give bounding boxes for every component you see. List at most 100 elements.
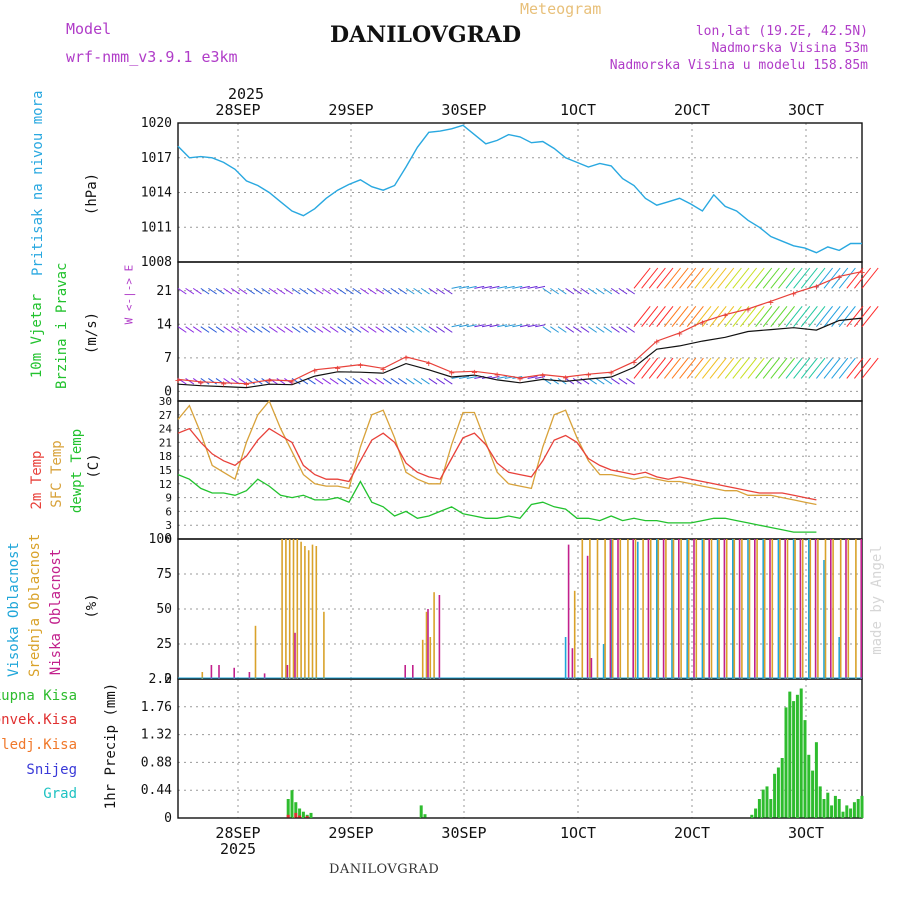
temperature-ytick-label-2: 6 — [165, 505, 172, 518]
wind-barb — [527, 324, 538, 328]
wind-barb — [633, 357, 651, 379]
wind-gust-mark: + — [768, 297, 774, 308]
wind-barb — [185, 326, 195, 333]
wind-barb — [337, 378, 347, 385]
wind-barb — [778, 305, 795, 328]
precipitation-ytick-label-2: 0.88 — [141, 755, 172, 770]
precip-rain-bar — [423, 814, 427, 818]
wind-barb — [329, 326, 339, 333]
wind-barb — [253, 326, 263, 333]
wind-barb — [603, 378, 613, 385]
wind-barb — [200, 378, 210, 385]
wind-barb — [208, 287, 217, 295]
wind-barb — [382, 378, 392, 385]
wind-barb — [785, 305, 803, 328]
wind-barb — [420, 378, 430, 385]
precip-rain-bar — [814, 742, 818, 818]
precip-rain-bar — [799, 688, 803, 818]
wind-gust-line — [177, 271, 863, 385]
wind-barb — [428, 378, 438, 385]
wind-barb — [633, 305, 651, 328]
wind-barb — [390, 378, 400, 385]
precip-convective-bar — [305, 816, 309, 818]
precip-legend-snow: Snijeg — [26, 762, 77, 778]
precip-legend-freezing: Zaledj.Kisa — [0, 737, 77, 753]
wind-barb — [261, 378, 271, 385]
wind-barb — [702, 305, 719, 328]
wind-barb — [192, 326, 202, 333]
temperature-ytick-label-10: 30 — [159, 395, 172, 408]
wind-barb — [633, 267, 651, 289]
altitude-text: Nadmorska Visina 53m — [711, 41, 868, 56]
wind-gust-mark: + — [631, 358, 637, 369]
wind-gust-mark: + — [677, 329, 683, 340]
model-label: Model — [66, 20, 112, 38]
wind-barb — [800, 305, 818, 328]
wind-barb — [497, 324, 508, 328]
wind-barb — [800, 357, 818, 379]
wind-barb — [816, 305, 833, 328]
bottom-date-label-5: 3OCT — [788, 824, 824, 842]
pressure-ytick-label-0: 1008 — [141, 255, 172, 270]
precipitation-ytick-label-3: 1.32 — [141, 728, 172, 743]
wind-barb — [527, 376, 538, 379]
wind-barb — [436, 378, 445, 385]
precip-rain-bar — [309, 812, 313, 818]
wind-barb — [322, 287, 331, 295]
wind-barb — [838, 305, 856, 328]
precip-legend-rain: Ukupna Kisa — [0, 688, 77, 704]
wind-barb — [291, 326, 301, 333]
temperature-ytick-label-6: 18 — [159, 450, 172, 463]
precip-rain-bar — [788, 691, 792, 818]
wind-barb — [261, 326, 271, 333]
wind-barb — [755, 357, 773, 379]
top-date-label-5: 3OCT — [788, 101, 824, 119]
wind-ytick-label-2: 14 — [156, 317, 172, 332]
wind-barb — [344, 326, 354, 333]
wind-barb — [603, 326, 613, 333]
wind-barb — [261, 287, 271, 295]
wind-barb — [762, 357, 780, 379]
wind-barb — [854, 305, 871, 328]
precipitation-ytick-label-4: 1.76 — [141, 700, 172, 715]
bottom-date-label-1: 29SEP — [328, 824, 373, 842]
wind-barb — [268, 287, 278, 295]
wind-barb — [352, 378, 362, 385]
wind-barb — [306, 326, 316, 333]
temperature-ytick-label-1: 3 — [165, 519, 172, 532]
wind-gust-mark: + — [813, 282, 819, 293]
wind-barb — [481, 285, 492, 289]
wind-barb — [671, 305, 689, 328]
temp-2m-line — [177, 427, 817, 501]
wind-barb — [329, 378, 339, 385]
wind-barb — [702, 357, 719, 379]
wind-barb — [770, 357, 788, 379]
wind-barb — [535, 324, 546, 328]
wind-barb — [238, 326, 248, 333]
sfc-temp-line — [177, 399, 817, 506]
wind-barb — [443, 326, 453, 333]
precip-rain-bar — [784, 707, 788, 818]
wind-barb — [740, 305, 757, 328]
wind-barb — [443, 287, 453, 295]
precip-rain-bar — [811, 770, 815, 818]
wind-barb — [398, 287, 407, 295]
wind-gust-mark: + — [243, 380, 249, 391]
wind-barb — [793, 305, 811, 328]
wind-barb — [200, 326, 210, 333]
wind-barb — [428, 326, 438, 333]
bottom-date-label-0: 28SEP — [215, 824, 260, 842]
wind-barb — [291, 287, 301, 295]
wind-barb — [747, 305, 765, 328]
wind-gust-mark: + — [266, 376, 272, 387]
wind-barb — [823, 305, 841, 328]
wind-barb — [588, 287, 597, 295]
temperature-ytick-label-5: 15 — [159, 464, 172, 477]
wind-barb — [664, 267, 681, 289]
precip-rain-bar — [818, 786, 822, 818]
wind-barb — [459, 285, 470, 289]
wind-gust-mark: + — [517, 374, 523, 385]
wind-gust-mark: + — [357, 361, 363, 372]
precip-rain-bar — [298, 808, 302, 818]
wind-barb — [861, 305, 879, 328]
